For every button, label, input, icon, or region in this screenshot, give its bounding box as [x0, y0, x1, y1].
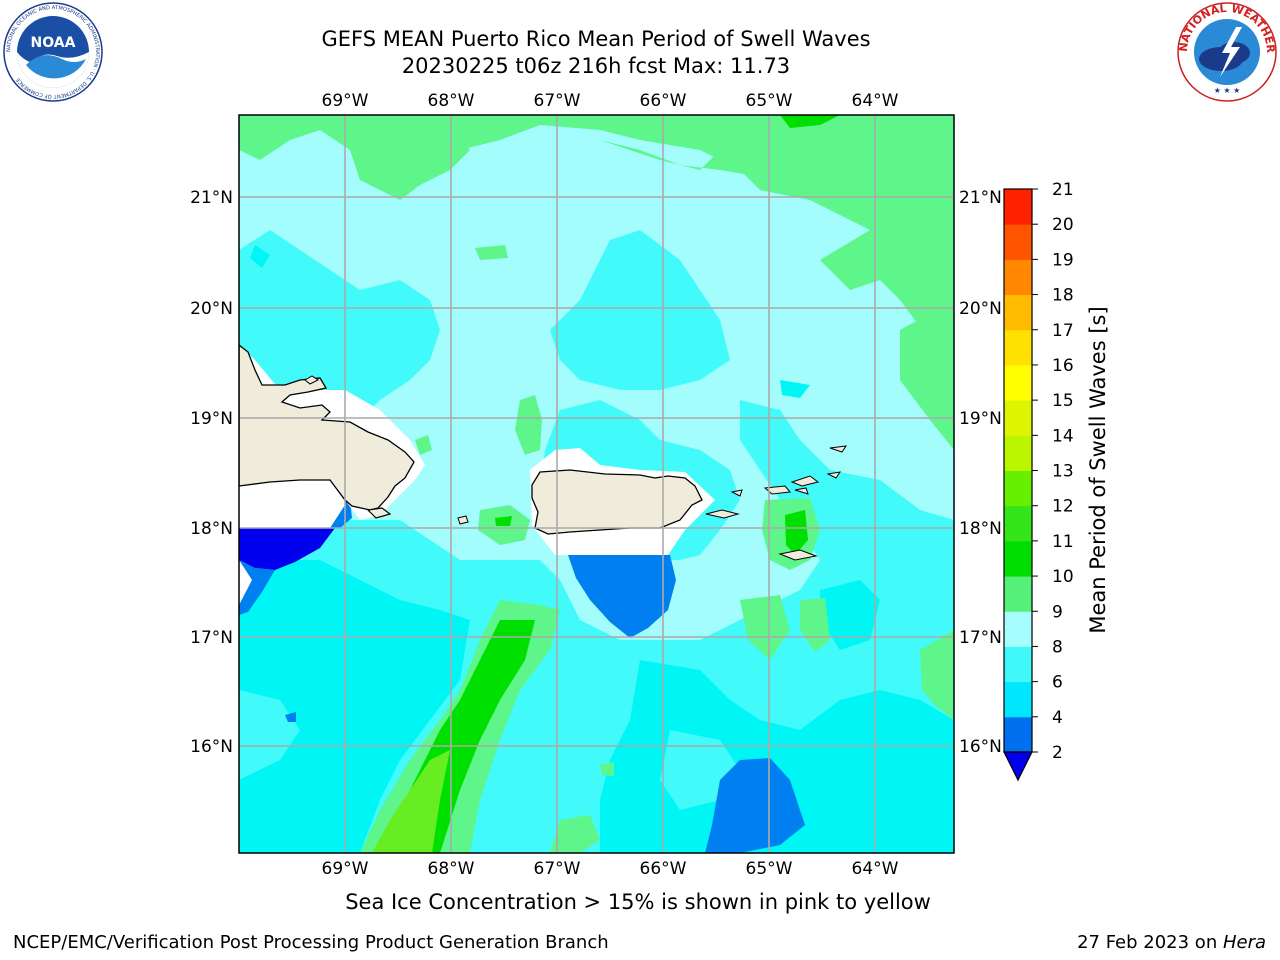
- lat-label-right: 17°N: [959, 628, 1002, 648]
- lon-label-bottom: 68°W: [428, 859, 475, 879]
- nws-logo: NATIONAL WEATHER SERVICE ★ ★ ★: [1172, 0, 1278, 107]
- footer-branch: NCEP/EMC/Verification Post Processing Pr…: [13, 932, 609, 953]
- title-line-2: 20230225 t06z 216h fcst Max: 11.73: [401, 54, 791, 78]
- band-below-2: [239, 528, 335, 570]
- lat-label-left: 21°N: [190, 188, 233, 208]
- lon-label-top: 65°W: [746, 91, 793, 111]
- colorbar-tick-label: 8: [1052, 637, 1063, 657]
- colorbar-swatch: [1004, 716, 1032, 753]
- puerto-rico: [531, 469, 703, 535]
- colorbar-tick-label: 20: [1052, 215, 1074, 235]
- map-frame: [238, 114, 955, 854]
- band-4-6-southwest: [239, 560, 470, 853]
- colorbar-swatch: [1004, 435, 1032, 471]
- lat-label-left: 20°N: [190, 299, 233, 319]
- colorbar-swatch: [1004, 611, 1032, 647]
- colorbar-swatch: [1004, 189, 1032, 225]
- colorbar-swatch: [1004, 505, 1032, 542]
- lon-label-bottom: 69°W: [322, 859, 369, 879]
- lat-label-left: 19°N: [190, 409, 233, 429]
- footer-date: 27 Feb 2023 on Hera: [1077, 932, 1266, 953]
- lat-label-left: 17°N: [190, 628, 233, 648]
- colorbar-swatch: [1004, 646, 1032, 683]
- lon-label-bottom: 64°W: [852, 859, 899, 879]
- colorbar-tick-label: 16: [1052, 356, 1074, 376]
- colorbar-swatch: [1004, 364, 1032, 401]
- noaa-logo-text: NOAA: [31, 35, 76, 51]
- lat-label-left: 16°N: [190, 737, 233, 757]
- title-line-1: GEFS MEAN Puerto Rico Mean Period of Swe…: [321, 27, 871, 51]
- lon-label-top: 67°W: [534, 91, 581, 111]
- colorbar-swatch: [1004, 329, 1032, 366]
- footer-machine: Hera: [1222, 932, 1266, 953]
- band-11-12-core: [372, 750, 450, 853]
- colorbar-tick-label: 18: [1052, 286, 1074, 306]
- colorbar-tick-label: 2: [1052, 743, 1063, 763]
- colorbar-tick-label: 10: [1052, 567, 1074, 587]
- lon-label-bottom: 65°W: [746, 859, 793, 879]
- colorbar-swatch: [1004, 294, 1032, 331]
- contour-field: [239, 115, 954, 853]
- lat-label-left: 18°N: [190, 519, 233, 539]
- colorbar-tick-label: 15: [1052, 391, 1074, 411]
- colorbar-swatch: [1004, 681, 1032, 718]
- sea-ice-note: Sea Ice Concentration > 15% is shown in …: [345, 890, 931, 914]
- footer-date-text: 27 Feb 2023 on: [1077, 932, 1223, 953]
- lat-label-right: 19°N: [959, 409, 1002, 429]
- colorbar-tick-label: 9: [1052, 602, 1063, 622]
- colorbar-extend-triangle: [1003, 751, 1033, 782]
- lat-label-right: 16°N: [959, 737, 1002, 757]
- lat-label-right: 18°N: [959, 519, 1002, 539]
- map-gridlines: [239, 115, 954, 853]
- lon-label-top: 66°W: [640, 91, 687, 111]
- colorbar-swatch: [1004, 259, 1032, 296]
- colorbar-swatch: [1004, 400, 1032, 436]
- colorbar-tick-label: 12: [1052, 497, 1074, 517]
- colorbar-tick-label: 14: [1052, 426, 1074, 446]
- colorbar-tick-label: 11: [1052, 532, 1074, 552]
- lon-label-bottom: 66°W: [640, 859, 687, 879]
- hispaniola: [239, 344, 415, 511]
- lat-label-right: 20°N: [959, 299, 1002, 319]
- lat-label-right: 21°N: [959, 188, 1002, 208]
- colorbar-tick-label: 4: [1052, 708, 1063, 728]
- noaa-logo: NOAA NATIONAL OCEANIC AND ATMOSPHERIC AD…: [2, 1, 104, 107]
- colorbar-swatch: [1004, 224, 1032, 260]
- colorbar-swatch: [1004, 540, 1032, 577]
- lon-label-bottom: 67°W: [534, 859, 581, 879]
- svg-text:★ ★ ★: ★ ★ ★: [1214, 86, 1241, 95]
- colorbar-tick-label: 13: [1052, 462, 1074, 482]
- colorbar-label: Mean Period of Swell Waves [s]: [1086, 306, 1110, 633]
- map-title: GEFS MEAN Puerto Rico Mean Period of Swe…: [296, 26, 896, 80]
- colorbar-tick-label: 21: [1052, 180, 1074, 200]
- colorbar-swatch: [1004, 470, 1032, 507]
- lon-label-top: 68°W: [428, 91, 475, 111]
- band-2-4-southeast: [705, 758, 805, 853]
- st-croix: [778, 549, 818, 561]
- colorbar-tick-label: 17: [1052, 321, 1074, 341]
- band-2-4-south-pr: [568, 555, 676, 638]
- lon-label-top: 69°W: [322, 91, 369, 111]
- colorbar-swatch: [1004, 576, 1032, 612]
- lon-label-top: 64°W: [852, 91, 899, 111]
- colorbar: 2 4 6 8 9 10 11 12 13 14 15 16 17 18 19 20 21: [1003, 180, 1074, 782]
- colorbar-tick-label: 19: [1052, 250, 1074, 270]
- colorbar-tick-label: 6: [1052, 673, 1063, 693]
